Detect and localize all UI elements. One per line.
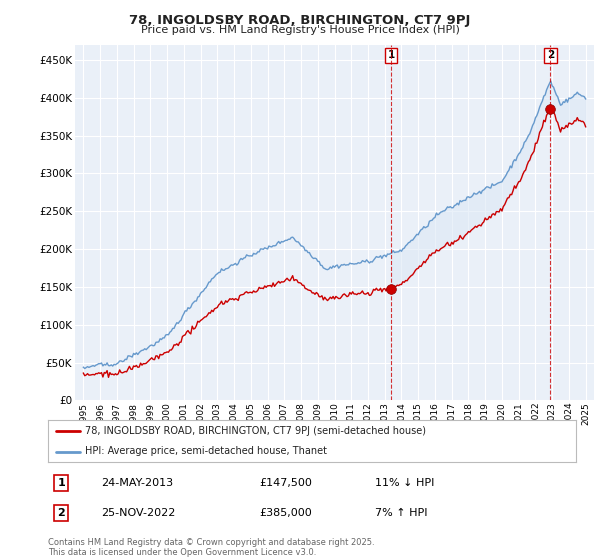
Text: 24-MAY-2013: 24-MAY-2013: [101, 478, 173, 488]
Text: 1: 1: [388, 50, 395, 60]
Text: 25-NOV-2022: 25-NOV-2022: [101, 508, 175, 518]
Text: 2: 2: [58, 508, 65, 518]
Text: 7% ↑ HPI: 7% ↑ HPI: [376, 508, 428, 518]
Text: £385,000: £385,000: [259, 508, 312, 518]
Text: 1: 1: [58, 478, 65, 488]
Text: Price paid vs. HM Land Registry's House Price Index (HPI): Price paid vs. HM Land Registry's House …: [140, 25, 460, 35]
Text: 78, INGOLDSBY ROAD, BIRCHINGTON, CT7 9PJ (semi-detached house): 78, INGOLDSBY ROAD, BIRCHINGTON, CT7 9PJ…: [85, 426, 426, 436]
Text: £147,500: £147,500: [259, 478, 312, 488]
Text: 2: 2: [547, 50, 554, 60]
Text: 78, INGOLDSBY ROAD, BIRCHINGTON, CT7 9PJ: 78, INGOLDSBY ROAD, BIRCHINGTON, CT7 9PJ: [130, 14, 470, 27]
Text: 11% ↓ HPI: 11% ↓ HPI: [376, 478, 435, 488]
Text: HPI: Average price, semi-detached house, Thanet: HPI: Average price, semi-detached house,…: [85, 446, 327, 456]
Text: Contains HM Land Registry data © Crown copyright and database right 2025.
This d: Contains HM Land Registry data © Crown c…: [48, 538, 374, 557]
